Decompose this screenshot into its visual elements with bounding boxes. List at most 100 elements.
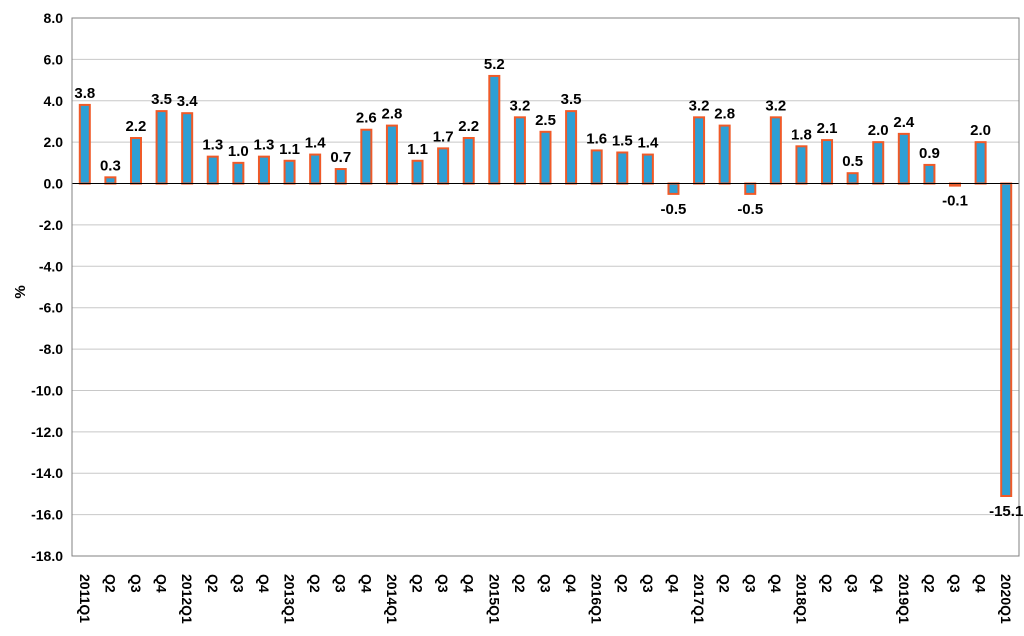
data-label: 1.3 <box>202 137 223 154</box>
bar <box>411 159 424 185</box>
gridlines <box>72 17 1019 557</box>
bar <box>257 155 270 185</box>
x-category-label: 2015Q1 <box>486 574 502 624</box>
x-category-label: Q2 <box>614 574 630 593</box>
data-label: 1.1 <box>279 141 300 158</box>
bar <box>283 159 296 185</box>
bar <box>513 116 526 185</box>
x-category-label: Q4 <box>563 574 579 593</box>
x-category-label: Q3 <box>640 574 656 593</box>
data-label: 0.5 <box>842 153 863 170</box>
data-label: 0.9 <box>919 145 940 162</box>
y-tick-label: -8.0 <box>39 341 63 357</box>
x-category-label: 2020Q1 <box>998 574 1014 624</box>
data-label: 3.5 <box>151 91 172 108</box>
data-label: 1.4 <box>637 135 659 152</box>
data-label: 2.2 <box>458 118 479 135</box>
bar <box>206 155 219 185</box>
x-category-label: Q4 <box>665 574 681 593</box>
x-category-label: Q3 <box>230 574 246 593</box>
x-category-label: 2018Q1 <box>793 574 809 624</box>
bar <box>488 74 501 185</box>
x-category-label: Q4 <box>973 574 989 593</box>
data-label: 2.1 <box>817 120 838 137</box>
x-category-label: Q2 <box>102 574 118 593</box>
bar <box>129 137 142 185</box>
bar <box>104 176 117 185</box>
bar <box>309 153 322 185</box>
bar <box>334 168 347 185</box>
data-label: 0.7 <box>330 149 351 166</box>
data-label: 1.5 <box>612 133 633 150</box>
bar <box>872 141 885 185</box>
y-tick-label: -2.0 <box>39 217 63 233</box>
bar <box>155 110 168 185</box>
x-category-label: Q4 <box>461 574 477 593</box>
data-label: 2.4 <box>893 114 915 131</box>
y-tick-label: -10.0 <box>31 382 63 398</box>
x-category-label: Q3 <box>947 574 963 593</box>
data-label: 2.5 <box>535 112 556 129</box>
x-category-label: Q4 <box>256 574 272 593</box>
data-label: 3.4 <box>177 93 199 110</box>
plot-area-frame <box>71 17 1020 557</box>
x-category-label: 2012Q1 <box>179 574 195 624</box>
x-category-label: Q3 <box>435 574 451 593</box>
y-tick-label: -14.0 <box>31 465 63 481</box>
x-category-label: Q2 <box>717 574 733 593</box>
bar <box>846 172 859 185</box>
data-label: -0.5 <box>661 201 687 218</box>
bar <box>232 161 245 185</box>
bar <box>539 130 552 185</box>
x-category-label: Q3 <box>538 574 554 593</box>
y-tick-label: 4.0 <box>44 93 64 109</box>
x-category-label: Q3 <box>845 574 861 593</box>
x-category-label: Q2 <box>921 574 937 593</box>
y-tick-label: 6.0 <box>44 51 64 67</box>
x-category-label: 2016Q1 <box>589 574 605 624</box>
data-label: 2.6 <box>356 110 377 127</box>
x-category-label: Q3 <box>128 574 144 593</box>
y-tick-label: -16.0 <box>31 507 63 523</box>
x-category-label: Q3 <box>742 574 758 593</box>
bar <box>590 149 603 185</box>
x-category-label: 2019Q1 <box>896 574 912 624</box>
x-category-label: 2014Q1 <box>384 574 400 624</box>
data-label: 1.7 <box>433 128 454 145</box>
data-label: 3.8 <box>74 85 95 102</box>
data-label: -0.5 <box>737 201 763 218</box>
data-label: -15.1 <box>989 503 1023 520</box>
bar <box>462 137 475 185</box>
bar <box>616 151 629 185</box>
x-category-label: Q4 <box>358 574 374 593</box>
y-tick-label: -18.0 <box>31 548 63 564</box>
data-label: 0.3 <box>100 157 121 174</box>
data-label: 2.0 <box>868 122 889 139</box>
y-tick-label: -6.0 <box>39 300 63 316</box>
bar <box>923 163 936 185</box>
x-category-label: 2011Q1 <box>77 574 93 623</box>
x-category-label: Q2 <box>307 574 323 593</box>
y-tick-label: 8.0 <box>44 10 64 26</box>
data-label: 1.3 <box>254 137 275 154</box>
y-tick-label: 0.0 <box>44 176 64 192</box>
data-label: 1.0 <box>228 143 249 160</box>
bar <box>437 147 450 185</box>
data-label: 5.2 <box>484 56 505 73</box>
bar <box>795 145 808 185</box>
x-category-label: Q3 <box>333 574 349 593</box>
data-label: 2.8 <box>714 106 735 123</box>
bar <box>718 124 731 185</box>
data-label: 2.8 <box>382 106 403 123</box>
bar <box>769 116 782 185</box>
data-label: 3.5 <box>561 91 582 108</box>
bar <box>565 110 578 185</box>
y-tick-label: -12.0 <box>31 424 63 440</box>
bar <box>385 124 398 185</box>
x-category-label: Q4 <box>768 574 784 593</box>
bar <box>821 139 834 185</box>
x-category-label: Q4 <box>154 574 170 593</box>
data-label: 2.2 <box>126 118 147 135</box>
data-label: 3.2 <box>689 97 710 114</box>
